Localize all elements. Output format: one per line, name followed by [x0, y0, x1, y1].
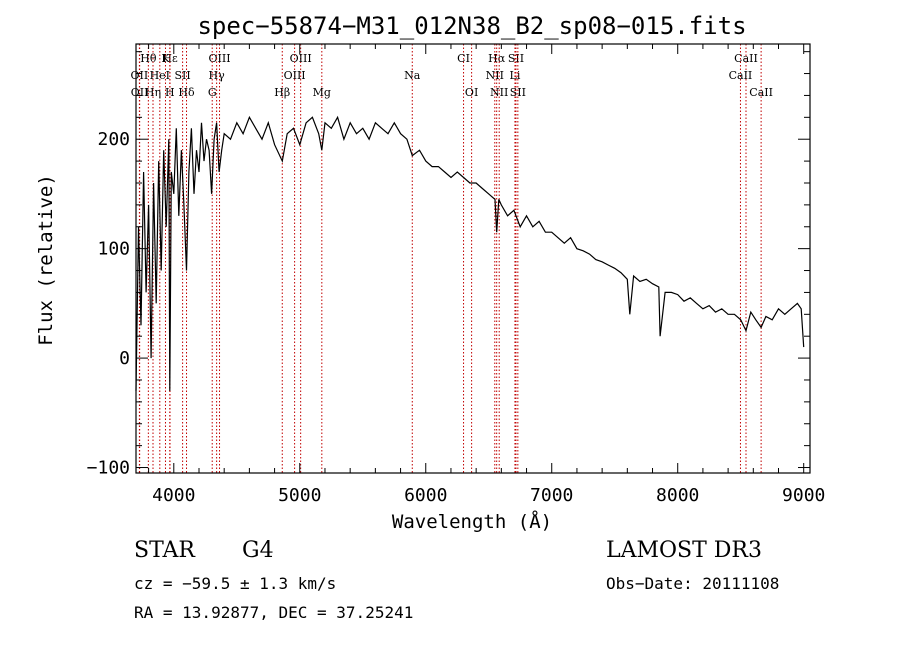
- marker-label: SII: [174, 69, 190, 82]
- marker-label: CaII: [729, 69, 753, 82]
- marker-label: Mg: [313, 86, 331, 99]
- marker-label: NII: [486, 69, 504, 82]
- y-axis-label: Flux (relative): [35, 174, 57, 346]
- x-axis: 4000 5000 6000 7000 8000 9000: [148, 44, 825, 506]
- x-tick-label: 9000: [782, 485, 825, 506]
- marker-label: H: [165, 86, 175, 99]
- marker-label: CaII: [749, 86, 773, 99]
- x-tick-label: 4000: [152, 485, 195, 506]
- x-axis-label: Wavelength (Å): [392, 510, 552, 533]
- observation-date: Obs−Date: 20111108: [606, 574, 780, 593]
- marker-label: G: [208, 86, 217, 99]
- x-tick-label: 5000: [278, 485, 321, 506]
- survey-name: LAMOST DR3: [606, 538, 762, 563]
- marker-label: Hβ: [274, 86, 290, 99]
- marker-label: Na: [404, 69, 421, 82]
- y-tick-label: 200: [97, 129, 130, 150]
- marker-label: Hγ: [209, 69, 226, 82]
- y-tick-label: −100: [87, 458, 130, 479]
- marker-label: Hδ: [178, 86, 195, 99]
- x-tick-label: 6000: [404, 485, 447, 506]
- marker-label: OII: [131, 86, 149, 99]
- marker-label: Hθ: [140, 52, 157, 65]
- y-tick-label: 100: [97, 239, 130, 260]
- redshift-value: cz = −59.5 ± 1.3 km/s: [134, 574, 337, 593]
- x-tick-label: 8000: [656, 485, 699, 506]
- spectrum-line: [135, 115, 805, 391]
- marker-label: SII: [508, 52, 524, 65]
- plot-frame: [135, 43, 811, 474]
- chart-title: spec−55874−M31_012N38_B2_sp08−015.fits: [197, 12, 746, 40]
- marker-label: OIII: [284, 69, 306, 82]
- marker-label: K: [161, 52, 170, 65]
- marker-label: OIII: [290, 52, 312, 65]
- marker-label: Hη: [145, 86, 161, 99]
- y-tick-label: 0: [119, 348, 130, 369]
- marker-label: OI: [465, 86, 478, 99]
- marker-label: HeI: [150, 69, 170, 82]
- marker-label: CI: [457, 52, 470, 65]
- marker-label: OIII: [208, 52, 230, 65]
- coordinates: RA = 13.92877, DEC = 37.25241: [134, 603, 414, 622]
- marker-label: CaII: [734, 52, 758, 65]
- marker-label: NII: [490, 86, 508, 99]
- object-class: STAR: [134, 538, 195, 563]
- marker-label: SII: [510, 86, 526, 99]
- object-subclass: G4: [242, 538, 274, 563]
- x-tick-label: 7000: [530, 485, 573, 506]
- y-axis: −100 0 100 200: [87, 51, 810, 479]
- marker-label: Hα: [488, 52, 506, 65]
- marker-label: Li: [510, 69, 521, 82]
